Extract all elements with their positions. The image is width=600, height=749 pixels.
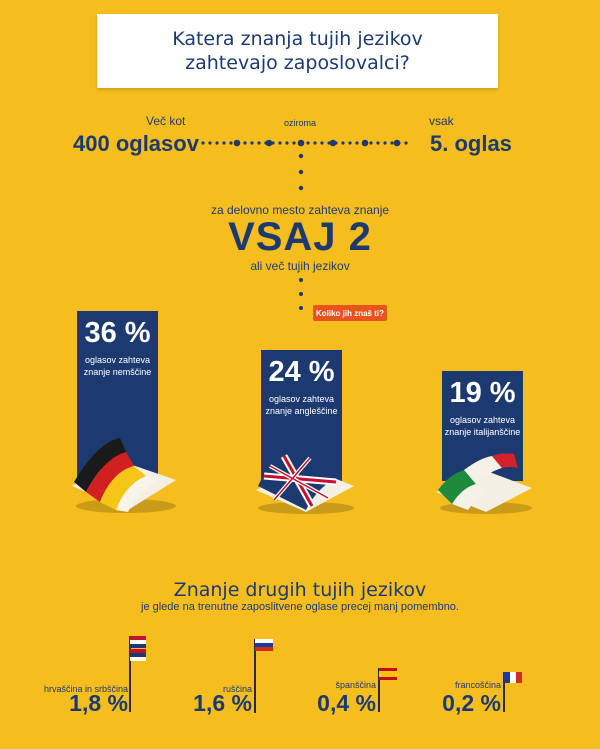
- connector-dot: [243, 141, 247, 145]
- russia-flag-icon: [255, 639, 273, 651]
- bar-german: 36 % oglasov zahteva znanje nemščine: [77, 311, 158, 481]
- connector-dot: [299, 306, 303, 310]
- lang-label-russian: ruščina: [222, 684, 252, 694]
- right-value: 5. oglas: [430, 131, 512, 156]
- bar-italian-desc-1: oglasov zahteva: [449, 415, 516, 425]
- lang-value-spanish: 0,4 %: [317, 690, 376, 716]
- connector-dot: [299, 278, 303, 282]
- connector-node: [329, 139, 337, 147]
- flag-pole: [254, 639, 256, 713]
- connector-dot: [257, 141, 261, 145]
- uk-flag-book-icon: [256, 444, 354, 514]
- bar-italian-desc-2: znanje italijanščine: [444, 427, 521, 437]
- title-box: Katera znanja tujih jezikov zahtevajo za…: [97, 14, 498, 88]
- connector-dot: [215, 141, 219, 145]
- connector-dot: [404, 141, 408, 145]
- connector-dot: [376, 141, 380, 145]
- italy-flag-book-icon: [436, 453, 532, 514]
- flag-pole: [129, 636, 131, 712]
- connector-node: [265, 139, 273, 147]
- croatia-serbia-flag-icon: [130, 636, 146, 661]
- german-flag-book-icon: [72, 438, 176, 513]
- connector-dot: [229, 141, 233, 145]
- title-line-2: zahtevajo zaposlovalci?: [185, 52, 410, 74]
- connector-node: [361, 139, 369, 147]
- requirement-line-3: ali več tujih jezikov: [250, 259, 350, 273]
- requirement-main: VSAJ 2: [228, 215, 372, 259]
- connector-dot: [299, 292, 303, 296]
- left-label: Več kot: [146, 114, 186, 128]
- spain-flag-icon: [379, 668, 397, 680]
- connector-dot: [348, 141, 352, 145]
- lang-value-french: 0,2 %: [442, 690, 501, 716]
- other-languages-subtitle: je glede na trenutne zaposlitvene oglase…: [141, 601, 459, 613]
- lang-value-russian: 1,6 %: [193, 690, 252, 716]
- bar-english-desc-1: oglasov zahteva: [268, 394, 335, 404]
- connector-dot: [298, 185, 304, 191]
- flag-pole: [378, 668, 380, 712]
- bar-german-value: 36 %: [84, 317, 151, 349]
- quiz-badge-label: Koliko jih znaš ti?: [315, 308, 384, 318]
- right-label: vsak: [429, 114, 454, 128]
- other-languages-title: Znanje drugih tujih jezikov: [173, 579, 427, 601]
- quiz-badge[interactable]: Koliko jih znaš ti?: [313, 305, 387, 321]
- lang-label-spanish: španščina: [335, 680, 376, 690]
- connector-dot: [208, 141, 212, 145]
- left-value: 400 oglasov: [73, 131, 199, 156]
- france-flag-icon: [504, 672, 522, 683]
- connector-dot: [383, 141, 387, 145]
- bar-german-desc-2: znanje nemščine: [83, 367, 152, 377]
- connector-dot: [278, 141, 282, 145]
- bar-italian-value: 19 %: [449, 377, 516, 409]
- connector-dot: [222, 141, 226, 145]
- connector-dot: [369, 141, 373, 145]
- connector-dot: [292, 141, 296, 145]
- connector-dot: [250, 141, 254, 145]
- lang-value-croatian-serbian: 1,8 %: [69, 690, 128, 716]
- lang-label-french: francoščina: [454, 680, 501, 690]
- connector-node: [393, 139, 401, 147]
- connector-dot: [390, 141, 394, 145]
- flag-pole: [503, 672, 505, 712]
- bar-german-desc-1: oglasov zahteva: [84, 355, 151, 365]
- bar-english-desc-2: znanje angleščine: [265, 406, 338, 416]
- connector-dot: [298, 153, 304, 159]
- bar-english: 24 % oglasov zahteva znanje angleščine: [261, 350, 342, 481]
- connector-dot: [313, 141, 317, 145]
- connector-node: [233, 139, 241, 147]
- lang-label-croatian-serbian: hrvaščina in srbščina: [43, 684, 128, 694]
- dotted-connector: [201, 139, 408, 310]
- connector-dot: [306, 141, 310, 145]
- connector-dot: [298, 169, 304, 175]
- connector-dot: [341, 141, 345, 145]
- connector-node: [297, 139, 305, 147]
- bar-english-value: 24 %: [268, 356, 335, 388]
- connector-dot: [320, 141, 324, 145]
- connector-dot: [285, 141, 289, 145]
- connector-dot: [355, 141, 359, 145]
- connector-dot: [201, 141, 205, 145]
- title-line-1: Katera znanja tujih jezikov: [172, 28, 423, 50]
- middle-label: oziroma: [284, 118, 317, 128]
- requirement-line-1: za delovno mesto zahteva znanje: [210, 203, 390, 217]
